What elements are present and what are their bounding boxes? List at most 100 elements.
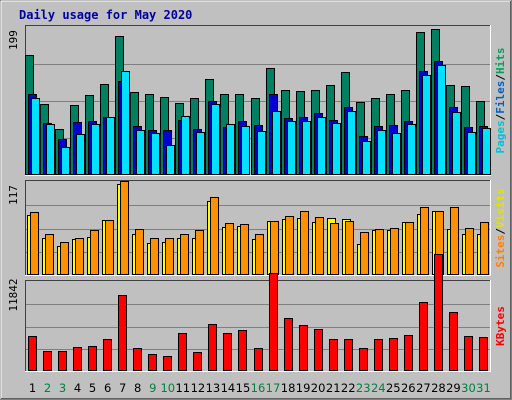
legend-entry: Pages	[494, 120, 507, 153]
bar-pages-day-23	[362, 141, 371, 175]
day-label-17: 17	[266, 381, 281, 395]
panel-kbytes: 11842 KBytes	[7, 254, 507, 372]
bar-sites-day-14	[225, 223, 234, 275]
bar-kbytes-day-11	[178, 333, 187, 371]
panel-legend: Sites/Visits	[494, 188, 507, 268]
bar-kbytes-day-25	[389, 338, 398, 371]
day-label-18: 18	[281, 381, 296, 395]
bar-pages-day-24	[377, 130, 386, 175]
bar-kbytes-day-26	[404, 335, 413, 371]
bar-pages-day-20	[317, 117, 326, 175]
bar-pages-day-1	[31, 98, 40, 175]
day-label-12: 12	[191, 381, 206, 395]
legend-entry: /	[494, 228, 507, 235]
day-label-25: 25	[386, 381, 401, 395]
day-label-11: 11	[175, 381, 190, 395]
day-label-15: 15	[236, 381, 251, 395]
panel-max-label: 117	[7, 185, 20, 205]
bar-kbytes-day-6	[103, 339, 112, 371]
bar-pages-day-16	[257, 131, 266, 175]
chart-title: Daily usage for May 2020	[19, 8, 192, 22]
bar-kbytes-day-15	[238, 330, 247, 371]
panel-max-label: 11842	[7, 278, 20, 311]
bar-pages-day-29	[452, 112, 461, 175]
bar-kbytes-day-1	[28, 336, 37, 371]
bar-sites-day-16	[255, 234, 264, 275]
bar-pages-day-22	[347, 111, 356, 175]
legend-entry: /	[494, 74, 507, 81]
day-label-22: 22	[341, 381, 356, 395]
bar-kbytes-day-3	[58, 351, 67, 371]
bar-sites-day-19	[300, 211, 309, 275]
bar-pages-day-19	[302, 121, 311, 175]
panel-max-label: 199	[7, 30, 20, 50]
bar-pages-day-27	[422, 75, 431, 175]
bar-sites-day-11	[180, 234, 189, 275]
bar-pages-day-18	[287, 121, 296, 175]
bar-sites-day-26	[405, 222, 414, 275]
day-label-19: 19	[296, 381, 311, 395]
bar-pages-day-7	[121, 71, 130, 175]
day-label-27: 27	[416, 381, 431, 395]
day-label-9: 9	[149, 381, 156, 395]
bar-sites-day-31	[480, 222, 489, 275]
bar-kbytes-day-5	[88, 346, 97, 371]
legend-entry: Sites	[494, 235, 507, 268]
bar-pages-day-25	[392, 133, 401, 175]
panel-legend: KBytes	[494, 306, 507, 346]
bar-sites-day-8	[135, 229, 144, 275]
bar-sites-day-2	[45, 234, 54, 275]
bar-pages-day-28	[437, 65, 446, 175]
legend-entry: Hits	[494, 48, 507, 75]
bar-sites-day-4	[75, 238, 84, 275]
day-label-2: 2	[44, 381, 51, 395]
panel-legend: Pages/Files/Hits	[494, 48, 507, 154]
bar-pages-day-2	[46, 124, 55, 175]
day-label-1: 1	[29, 381, 36, 395]
bar-kbytes-day-30	[464, 336, 473, 371]
bar-pages-day-4	[76, 134, 85, 175]
bar-sites-day-6	[105, 220, 114, 275]
bar-kbytes-day-23	[359, 348, 368, 371]
bar-kbytes-day-20	[314, 329, 323, 371]
bar-sites-day-21	[330, 223, 339, 275]
bar-kbytes-day-27	[419, 302, 428, 371]
bar-pages-day-14	[226, 124, 235, 175]
bar-kbytes-day-2	[43, 351, 52, 371]
day-label-23: 23	[356, 381, 371, 395]
day-label-31: 31	[476, 381, 491, 395]
bar-pages-day-31	[482, 128, 491, 175]
day-label-10: 10	[160, 381, 175, 395]
day-label-8: 8	[134, 381, 141, 395]
bar-sites-day-22	[345, 221, 354, 275]
bar-kbytes-day-7	[118, 295, 127, 371]
series-pages	[31, 65, 491, 175]
bar-sites-day-10	[165, 238, 174, 275]
bar-sites-day-9	[150, 238, 159, 275]
series-sites	[30, 181, 489, 275]
bar-pages-day-10	[166, 145, 175, 175]
bar-sites-day-27	[420, 207, 429, 275]
day-label-3: 3	[59, 381, 66, 395]
legend-entry: Visits	[494, 188, 507, 228]
bar-sites-day-13	[210, 197, 219, 275]
bar-sites-day-25	[390, 228, 399, 275]
bar-pages-day-8	[136, 130, 145, 175]
bar-pages-day-26	[407, 124, 416, 175]
bar-pages-day-9	[151, 133, 160, 175]
bar-kbytes-day-8	[133, 348, 142, 371]
bar-sites-day-17	[270, 221, 279, 275]
day-label-6: 6	[104, 381, 111, 395]
legend-entry: Files	[494, 81, 507, 114]
bar-pages-day-3	[61, 147, 70, 175]
bar-sites-day-5	[90, 230, 99, 275]
bar-pages-day-17	[272, 111, 281, 175]
bar-sites-day-23	[360, 232, 369, 275]
bar-kbytes-day-12	[193, 352, 202, 371]
day-label-16: 16	[251, 381, 266, 395]
bar-sites-day-20	[315, 217, 324, 275]
day-label-4: 4	[74, 381, 81, 395]
bar-pages-day-15	[241, 126, 250, 175]
